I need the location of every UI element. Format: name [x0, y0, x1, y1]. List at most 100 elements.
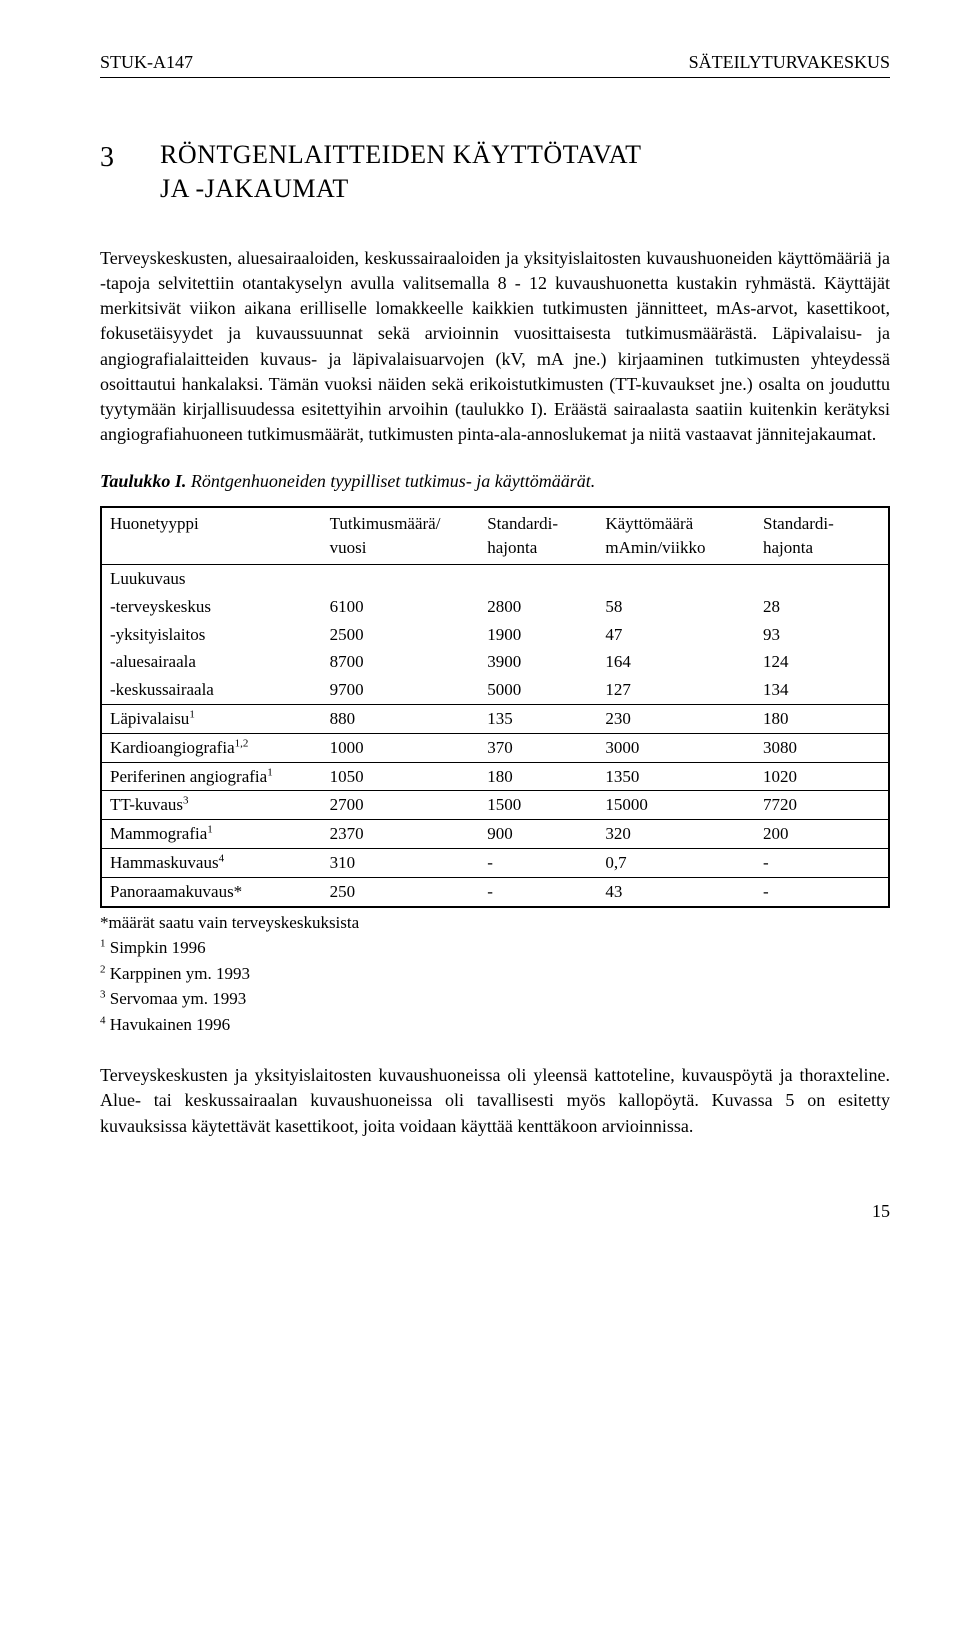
table-row: Luukuvaus [101, 565, 889, 593]
table-caption-text: Röntgenhuoneiden tyypilliset tutkimus- j… [191, 471, 595, 491]
data-table: Huonetyyppi Tutkimusmäärä/ vuosi Standar… [100, 506, 890, 907]
cell: 2800 [479, 593, 597, 621]
table-row: -yksityislaitos 2500 1900 47 93 [101, 621, 889, 649]
header-text: hajonta [763, 538, 813, 557]
cell: 180 [755, 705, 889, 734]
header-text: Tutkimusmäärä/ [330, 514, 441, 533]
cell: 370 [479, 733, 597, 762]
table-row: Periferinen angiografia1 1050 180 1350 1… [101, 762, 889, 791]
superscript: 1,2 [235, 737, 249, 749]
footnote-4: 4 Havukainen 1996 [100, 1012, 890, 1038]
cell: - [755, 877, 889, 906]
cell: 15000 [597, 791, 755, 820]
cell-label: Mammografia [110, 824, 207, 843]
section-title-line1: RÖNTGENLAITTEIDEN KÄYTTÖTAVAT [160, 140, 642, 169]
cell: - [479, 877, 597, 906]
superscript: 1 [189, 708, 195, 720]
header-left: STUK-A147 [100, 50, 193, 75]
header-text: hajonta [487, 538, 537, 557]
section-title-line2: JA -JAKAUMAT [160, 174, 349, 203]
cell: 8700 [322, 648, 480, 676]
cell: 58 [597, 593, 755, 621]
table-row: -aluesairaala 8700 3900 164 124 [101, 648, 889, 676]
cell: -aluesairaala [101, 648, 322, 676]
cell: 164 [597, 648, 755, 676]
table-row: -keskussairaala 9700 5000 127 134 [101, 676, 889, 704]
table-footnotes: *määrät saatu vain terveyskeskuksista 1 … [100, 910, 890, 1038]
header-cell: Huonetyyppi [101, 507, 322, 564]
footnote-2: 2 Karppinen ym. 1993 [100, 961, 890, 987]
cell: 230 [597, 705, 755, 734]
header-cell: Standardi- hajonta [755, 507, 889, 564]
cell: -terveyskeskus [101, 593, 322, 621]
cell: 127 [597, 676, 755, 704]
cell: 1900 [479, 621, 597, 649]
cell: 1050 [322, 762, 480, 791]
table-row: -terveyskeskus 6100 2800 58 28 [101, 593, 889, 621]
header-cell: Käyttömäärä mAmin/viikko [597, 507, 755, 564]
table-row: TT-kuvaus3 2700 1500 15000 7720 [101, 791, 889, 820]
cell: 2500 [322, 621, 480, 649]
cell: 1500 [479, 791, 597, 820]
table-row: Kardioangiografia1,2 1000 370 3000 3080 [101, 733, 889, 762]
cell: 880 [322, 705, 480, 734]
cell-label: TT-kuvaus [110, 795, 183, 814]
cell: 0,7 [597, 849, 755, 878]
cell: 2700 [322, 791, 480, 820]
cell: 6100 [322, 593, 480, 621]
header-text: Huonetyyppi [110, 514, 199, 533]
footnote-1: 1 Simpkin 1996 [100, 935, 890, 961]
cell: TT-kuvaus3 [101, 791, 322, 820]
cell: 134 [755, 676, 889, 704]
cell: 124 [755, 648, 889, 676]
footnote-text: Havukainen 1996 [110, 1015, 230, 1034]
cell: 135 [479, 705, 597, 734]
paragraph-1: Terveyskeskusten, aluesairaaloiden, kesk… [100, 246, 890, 448]
table-caption: Taulukko I. Röntgenhuoneiden tyypilliset… [100, 469, 890, 494]
cell-label: Panoraamakuvaus* [110, 882, 242, 901]
superscript: 3 [183, 795, 189, 807]
cell: 47 [597, 621, 755, 649]
cell: Kardioangiografia1,2 [101, 733, 322, 762]
footnote-text: Servomaa ym. 1993 [110, 989, 246, 1008]
table-row: Mammografia1 2370 900 320 200 [101, 820, 889, 849]
table-row: Panoraamakuvaus* 250 - 43 - [101, 877, 889, 906]
section-heading: 3 RÖNTGENLAITTEIDEN KÄYTTÖTAVAT JA -JAKA… [100, 138, 890, 206]
cell: Mammografia1 [101, 820, 322, 849]
cell: 900 [479, 820, 597, 849]
header-text: mAmin/viikko [605, 538, 705, 557]
superscript: 1 [267, 766, 273, 778]
cell: - [479, 849, 597, 878]
header-cell: Tutkimusmäärä/ vuosi [322, 507, 480, 564]
cell: Hammaskuvaus4 [101, 849, 322, 878]
cell: Luukuvaus [101, 565, 322, 593]
cell-label: Periferinen angiografia [110, 767, 267, 786]
cell: 5000 [479, 676, 597, 704]
cell: 93 [755, 621, 889, 649]
cell-label: Kardioangiografia [110, 738, 235, 757]
cell: 7720 [755, 791, 889, 820]
header-cell: Standardi- hajonta [479, 507, 597, 564]
footnote-text: Simpkin 1996 [110, 938, 206, 957]
header-text: Standardi- [763, 514, 834, 533]
cell: 250 [322, 877, 480, 906]
superscript: 4 [219, 852, 225, 864]
header-text: vuosi [330, 538, 367, 557]
header-text: Käyttömäärä [605, 514, 693, 533]
cell: 3900 [479, 648, 597, 676]
cell: 180 [479, 762, 597, 791]
cell: 28 [755, 593, 889, 621]
footnote-3: 3 Servomaa ym. 1993 [100, 986, 890, 1012]
page-number: 15 [100, 1199, 890, 1224]
section-number: 3 [100, 138, 160, 206]
cell: Periferinen angiografia1 [101, 762, 322, 791]
cell: 3000 [597, 733, 755, 762]
footnote-text: Karppinen ym. 1993 [110, 964, 250, 983]
section-title: RÖNTGENLAITTEIDEN KÄYTTÖTAVAT JA -JAKAUM… [160, 138, 642, 206]
cell: 310 [322, 849, 480, 878]
cell-label: Läpivalaisu [110, 709, 189, 728]
table-header-row: Huonetyyppi Tutkimusmäärä/ vuosi Standar… [101, 507, 889, 564]
cell: -keskussairaala [101, 676, 322, 704]
table-row: Läpivalaisu1 880 135 230 180 [101, 705, 889, 734]
cell: - [755, 849, 889, 878]
